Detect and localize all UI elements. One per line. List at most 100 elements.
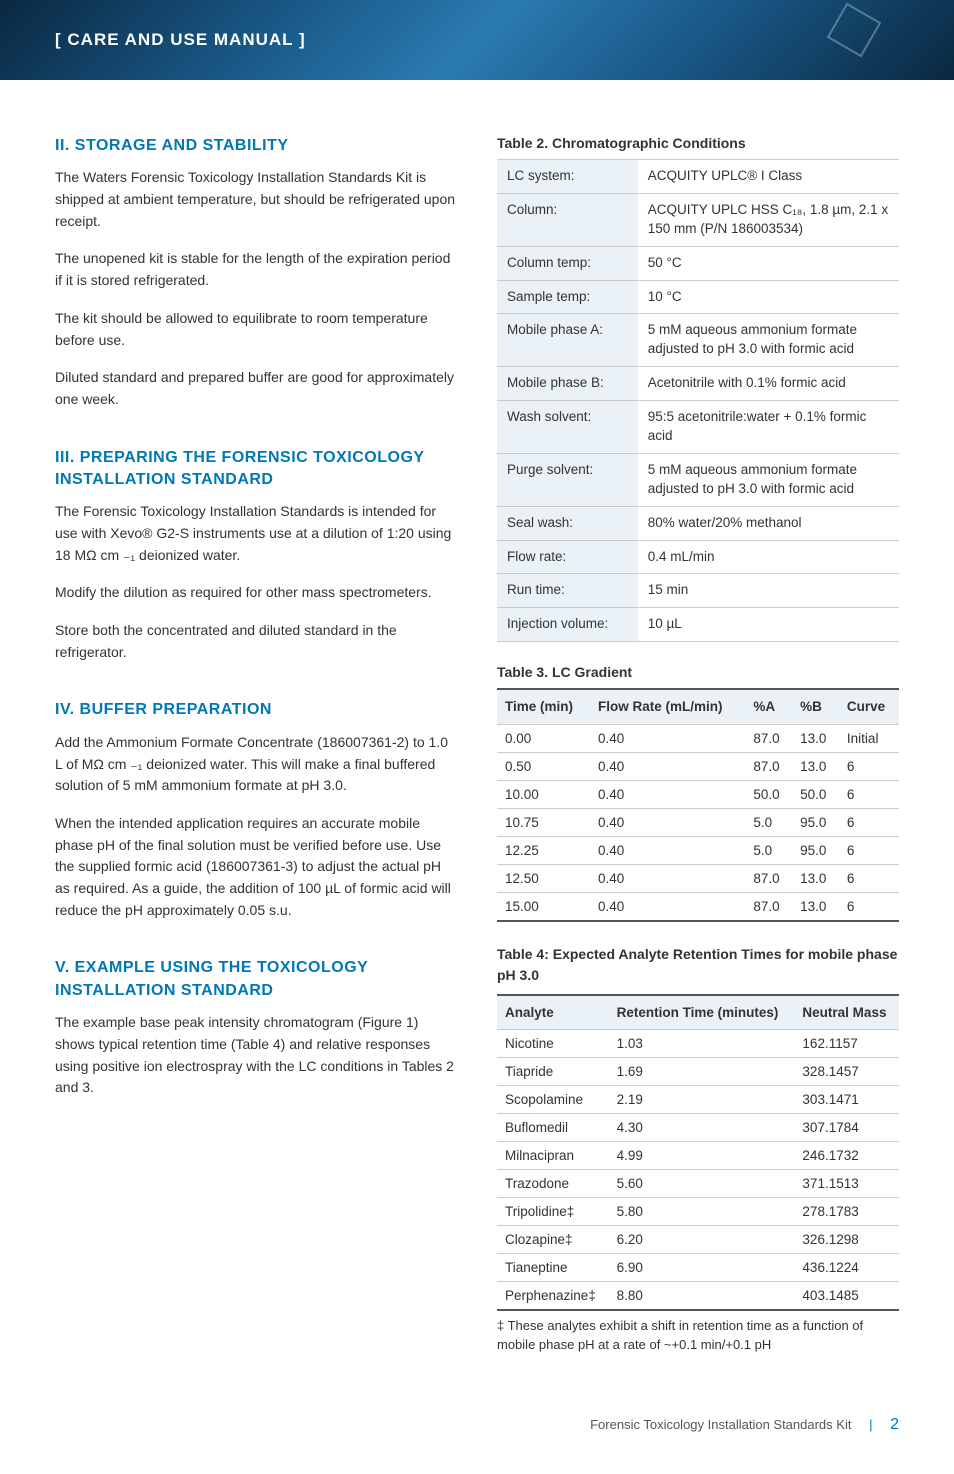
table-cell: 0.40 [590, 808, 745, 836]
table-value: 80% water/20% methanol [638, 506, 899, 540]
table-row: 0.000.4087.013.0Initial [497, 724, 899, 752]
table-cell: 5.80 [609, 1198, 795, 1226]
table-key: Flow rate: [497, 540, 638, 574]
table-cell: 0.40 [590, 752, 745, 780]
table-cell: 1.03 [609, 1030, 795, 1058]
table-header: Neutral Mass [794, 995, 899, 1030]
table-cell: Tianeptine [497, 1254, 609, 1282]
table-cell: Trazodone [497, 1170, 609, 1198]
table-cell: 87.0 [745, 724, 792, 752]
table-cell: 6.90 [609, 1254, 795, 1282]
table-cell: 0.40 [590, 836, 745, 864]
table-row: Wash solvent:95:5 acetonitrile:water + 0… [497, 401, 899, 454]
table-key: Run time: [497, 574, 638, 608]
section-heading: IV. BUFFER PREPARATION [55, 699, 457, 721]
body-text: The unopened kit is stable for the lengt… [55, 248, 457, 291]
page-body: II. STORAGE AND STABILITY The Waters For… [0, 80, 954, 1406]
table-key: Injection volume: [497, 608, 638, 642]
banner-decoration [827, 3, 882, 58]
table-cell: 246.1732 [794, 1142, 899, 1170]
body-text: The Waters Forensic Toxicology Installat… [55, 167, 457, 232]
section-preparing: III. PREPARING THE FORENSIC TOXICOLOGY I… [55, 447, 457, 664]
table-row: Mobile phase B:Acetonitrile with 0.1% fo… [497, 367, 899, 401]
section-heading: III. PREPARING THE FORENSIC TOXICOLOGY I… [55, 447, 457, 492]
table-value: 15 min [638, 574, 899, 608]
table-value: 10 µL [638, 608, 899, 642]
right-column: Table 2. Chromatographic Conditions LC s… [497, 135, 899, 1376]
table-title: Table 4: Expected Analyte Retention Time… [497, 944, 899, 986]
body-text: The kit should be allowed to equilibrate… [55, 308, 457, 351]
page-footer: Forensic Toxicology Installation Standar… [0, 1406, 954, 1474]
table-row: Flow rate:0.4 mL/min [497, 540, 899, 574]
table-cell: 6 [839, 808, 899, 836]
table-row: 12.250.405.095.06 [497, 836, 899, 864]
table-header: Analyte [497, 995, 609, 1030]
table-cell: 4.99 [609, 1142, 795, 1170]
table-cell: 0.50 [497, 752, 590, 780]
body-text: Modify the dilution as required for othe… [55, 582, 457, 604]
table-value: 10 °C [638, 280, 899, 314]
table-gradient: Time (min)Flow Rate (mL/min)%A%BCurve0.0… [497, 688, 899, 922]
table-header-row: AnalyteRetention Time (minutes)Neutral M… [497, 995, 899, 1030]
table-row: Buflomedil4.30307.1784 [497, 1114, 899, 1142]
table-cell: 5.60 [609, 1170, 795, 1198]
table-cell: Nicotine [497, 1030, 609, 1058]
table-cell: 0.40 [590, 724, 745, 752]
table-row: Perphenazine‡8.80403.1485 [497, 1282, 899, 1311]
section-heading: V. EXAMPLE USING THE TOXICOLOGY INSTALLA… [55, 957, 457, 1002]
table-row: Seal wash:80% water/20% methanol [497, 506, 899, 540]
table-cell: 328.1457 [794, 1058, 899, 1086]
page-banner: [ CARE AND USE MANUAL ] [0, 0, 954, 80]
table-key: Column temp: [497, 246, 638, 280]
table-value: 50 °C [638, 246, 899, 280]
section-storage: II. STORAGE AND STABILITY The Waters For… [55, 135, 457, 411]
table-row: Tiapride1.69328.1457 [497, 1058, 899, 1086]
table-header: Curve [839, 689, 899, 724]
table-cell: 371.1513 [794, 1170, 899, 1198]
table-cell: 326.1298 [794, 1226, 899, 1254]
table-cell: 87.0 [745, 864, 792, 892]
table-value: 5 mM aqueous ammonium formate adjusted t… [638, 453, 899, 506]
section-buffer: IV. BUFFER PREPARATION Add the Ammonium … [55, 699, 457, 921]
table-cell: 13.0 [792, 724, 839, 752]
table-key: Seal wash: [497, 506, 638, 540]
footer-doc-title: Forensic Toxicology Installation Standar… [590, 1417, 851, 1432]
table-cell: Milnacipran [497, 1142, 609, 1170]
table-key: Purge solvent: [497, 453, 638, 506]
table-cell: 278.1783 [794, 1198, 899, 1226]
table-cell: 10.75 [497, 808, 590, 836]
left-column: II. STORAGE AND STABILITY The Waters For… [55, 135, 457, 1376]
table-header: %B [792, 689, 839, 724]
table-row: Trazodone5.60371.1513 [497, 1170, 899, 1198]
table-row: Column temp:50 °C [497, 246, 899, 280]
table-header-row: Time (min)Flow Rate (mL/min)%A%BCurve [497, 689, 899, 724]
table-cell: 15.00 [497, 892, 590, 921]
table-cell: 0.40 [590, 892, 745, 921]
table-row: Mobile phase A:5 mM aqueous ammonium for… [497, 314, 899, 367]
table-cell: 5.0 [745, 836, 792, 864]
table-cell: 50.0 [792, 780, 839, 808]
table-value: ACQUITY UPLC® I Class [638, 160, 899, 194]
table-cell: 6 [839, 752, 899, 780]
table-row: Tianeptine6.90436.1224 [497, 1254, 899, 1282]
table-cell: 87.0 [745, 752, 792, 780]
table-row: Purge solvent:5 mM aqueous ammonium form… [497, 453, 899, 506]
table-cell: 436.1224 [794, 1254, 899, 1282]
banner-title: [ CARE AND USE MANUAL ] [55, 30, 306, 50]
table-cell: 0.00 [497, 724, 590, 752]
table-cell: 8.80 [609, 1282, 795, 1311]
table-row: Scopolamine2.19303.1471 [497, 1086, 899, 1114]
table-header: Time (min) [497, 689, 590, 724]
table-cell: 95.0 [792, 836, 839, 864]
table-row: Nicotine1.03162.1157 [497, 1030, 899, 1058]
table-header: Flow Rate (mL/min) [590, 689, 745, 724]
table-cell: 162.1157 [794, 1030, 899, 1058]
table-row: 10.750.405.095.06 [497, 808, 899, 836]
table-cell: 13.0 [792, 752, 839, 780]
table-cell: 2.19 [609, 1086, 795, 1114]
table-row: Tripolidine‡5.80278.1783 [497, 1198, 899, 1226]
table-key: Mobile phase B: [497, 367, 638, 401]
table-row: 10.000.4050.050.06 [497, 780, 899, 808]
table-cell: 4.30 [609, 1114, 795, 1142]
table-header: %A [745, 689, 792, 724]
